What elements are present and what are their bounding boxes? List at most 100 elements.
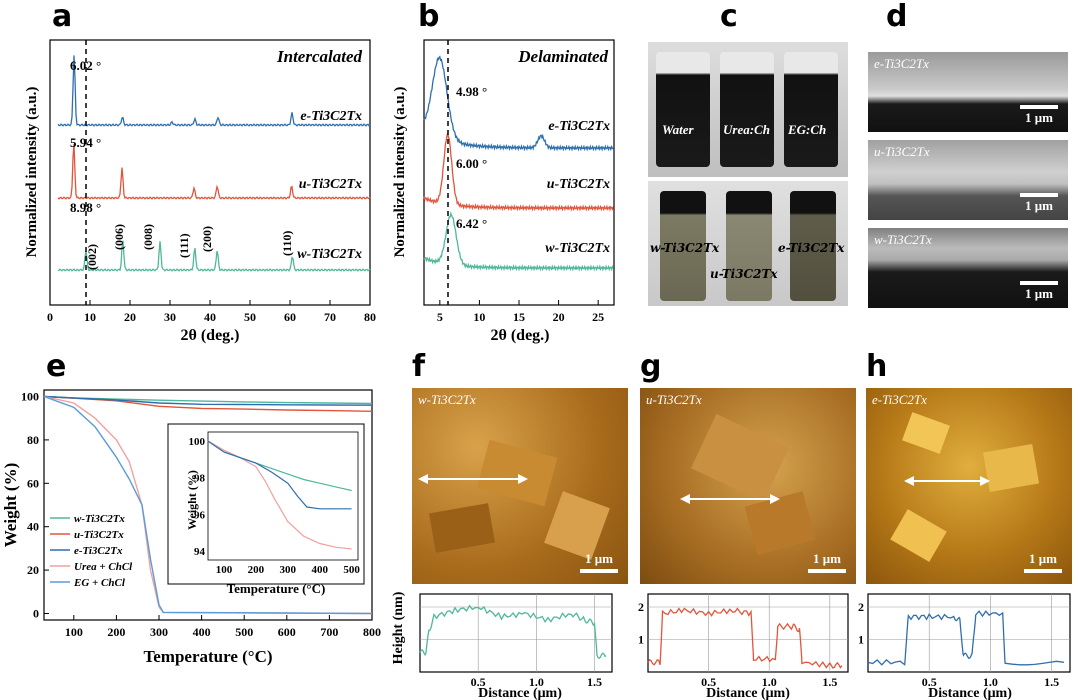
scale-bar: 1 μm (808, 551, 846, 574)
vials-photo-top: Water Urea:Ch EG:Ch (648, 42, 848, 177)
x-tick-label: 100 (65, 625, 83, 639)
panel-letter-f: f (412, 349, 426, 384)
x-tick-label: 0 (47, 310, 53, 324)
profile-arrow (680, 494, 780, 504)
peak-label: 4.98 ° (456, 84, 487, 99)
peak-label: 5.94 ° (70, 135, 101, 150)
panel-letter-g: g (640, 349, 662, 384)
x-tick-label: 200 (107, 625, 125, 639)
scale-bar: 1 μm (1020, 281, 1058, 302)
xrd-curve-e-Ti3C2Tx (423, 55, 614, 152)
panel-letter-c: c (720, 0, 738, 34)
inset-y-tick-label: 96 (194, 509, 206, 521)
profile-curve-w-Ti3C2Tx (419, 604, 607, 660)
chart-tag: Delaminated (517, 47, 608, 66)
y-axis-label: Weight (%) (1, 463, 20, 548)
x-axis-label: Temperature (°C) (143, 647, 272, 666)
vials-photo-bottom: w-Ti3C2Tx u-Ti3C2Tx e-Ti3C2Tx (648, 181, 848, 306)
x-tick-label: 300 (150, 625, 168, 639)
legend-label: EG + ChCl (73, 577, 126, 589)
vial-label: Urea:Ch (723, 122, 770, 137)
y-tick-label: 1 (858, 633, 864, 647)
afm-image: e-Ti3C2Tx 1 μm (866, 388, 1072, 584)
xrd-curve-e-Ti3C2Tx (57, 55, 371, 127)
sem-label: w-Ti3C2Tx (874, 232, 932, 247)
x-tick-label: 1.0 (529, 675, 544, 689)
inset-x-tick-label: 400 (311, 564, 328, 576)
peak-label: 6.00 ° (456, 156, 487, 171)
panel-letter-e: e (46, 349, 67, 384)
miller-index: (200) (200, 226, 214, 252)
peak-label: 6.42 ° (456, 216, 487, 231)
profile-curve-u-Ti3C2Tx (647, 607, 843, 669)
x-tick-label: 0.5 (922, 675, 937, 689)
x-tick-label: 10 (473, 310, 485, 324)
x-tick-label: 500 (235, 625, 253, 639)
miller-index: (008) (141, 224, 155, 250)
inset-y-tick-label: 94 (194, 546, 206, 558)
tga-chart: 100 200 300 400 500 600 700 800 0 20 40 60 80 100 w-T… (1, 389, 381, 666)
xrd-curve-w-Ti3C2Tx (423, 211, 614, 272)
x-tick-label: 600 (278, 625, 296, 639)
x-tick-label: 10 (84, 310, 96, 324)
x-axis-label: 2θ (deg.) (490, 327, 549, 344)
peak-label: 8.98 ° (70, 200, 101, 215)
miller-index: (006) (112, 224, 126, 250)
x-tick-label: 80 (364, 310, 376, 324)
x-tick-label: 0.5 (701, 675, 716, 689)
legend-label: w-Ti3C2Tx (74, 513, 125, 525)
x-tick-label: 15 (513, 310, 525, 324)
afm-image: u-Ti3C2Tx 1 μm (640, 388, 856, 584)
inset-x-tick-label: 500 (343, 564, 360, 576)
miller-index: (111) (177, 233, 191, 258)
afm-label: u-Ti3C2Tx (646, 392, 702, 407)
x-tick-label: 1.5 (587, 675, 602, 689)
height-profile-charts: Height (nm) 0.5 1.0 1.5 0.5 1.0 1.5 1 2 0.5 1.0… (391, 591, 1071, 700)
y-tick-label: 0 (33, 606, 39, 620)
afm-label: w-Ti3C2Tx (418, 392, 476, 407)
panel-letter-h: h (866, 349, 888, 384)
y-tick-label: 80 (27, 433, 39, 447)
inset-curve-e-Ti3C2Tx (207, 440, 352, 510)
y-tick-label: 1 (638, 633, 644, 647)
inset-x-tick-label: 300 (280, 564, 297, 576)
legend-label: e-Ti3C2Tx (74, 545, 123, 557)
profile-arrow (904, 476, 990, 486)
vial-label: u-Ti3C2Tx (710, 267, 778, 281)
inset-y-label: Weight (%) (185, 470, 199, 530)
series-label: w-Ti3C2Tx (545, 241, 610, 256)
sem-image: u-Ti3C2Tx 1 μm (868, 140, 1068, 220)
scale-bar: 1 μm (580, 551, 618, 574)
y-tick-label: 20 (27, 563, 39, 577)
inset-frame (207, 431, 359, 561)
sem-image: e-Ti3C2Tx 1 μm (868, 52, 1068, 132)
tga-curve-e-Ti3C2Tx (43, 395, 373, 406)
x-tick-label: 25 (592, 310, 604, 324)
inset-x-tick-label: 200 (248, 564, 265, 576)
y-tick-label: 2 (638, 600, 644, 614)
series-label: w-Ti3C2Tx (297, 247, 362, 262)
chart-tag: Intercalated (276, 47, 362, 66)
inset-y-tick-label: 98 (194, 473, 206, 485)
vial-label: e-Ti3C2Tx (778, 241, 845, 255)
x-tick-label: 20 (124, 310, 136, 324)
profile-y-label: Height (nm) (391, 591, 406, 664)
xrd-curve-w-Ti3C2Tx (57, 240, 371, 272)
xrd-curve-u-Ti3C2Tx (423, 133, 614, 212)
sem-image: w-Ti3C2Tx 1 μm (868, 228, 1068, 308)
x-tick-label: 40 (204, 310, 216, 324)
series-label: e-Ti3C2Tx (300, 109, 362, 124)
x-tick-label: 70 (324, 310, 336, 324)
afm-image: w-Ti3C2Tx 1 μm (412, 388, 628, 584)
x-tick-label: 1.0 (762, 675, 777, 689)
x-tick-label: 1.5 (1044, 675, 1059, 689)
x-tick-label: 800 (363, 625, 381, 639)
y-tick-label: 60 (27, 476, 39, 490)
xrd-chart-intercalated: 0 10 20 30 40 50 60 70 80 Intercalated 6.02 ° 5.… (24, 39, 376, 344)
inset-y-tick-label: 100 (189, 436, 206, 448)
miller-index: (002) (85, 244, 99, 270)
sem-label: e-Ti3C2Tx (874, 56, 929, 71)
y-tick-label: 2 (858, 600, 864, 614)
profile-frame (647, 593, 849, 673)
x-tick-label: 0.5 (471, 675, 486, 689)
